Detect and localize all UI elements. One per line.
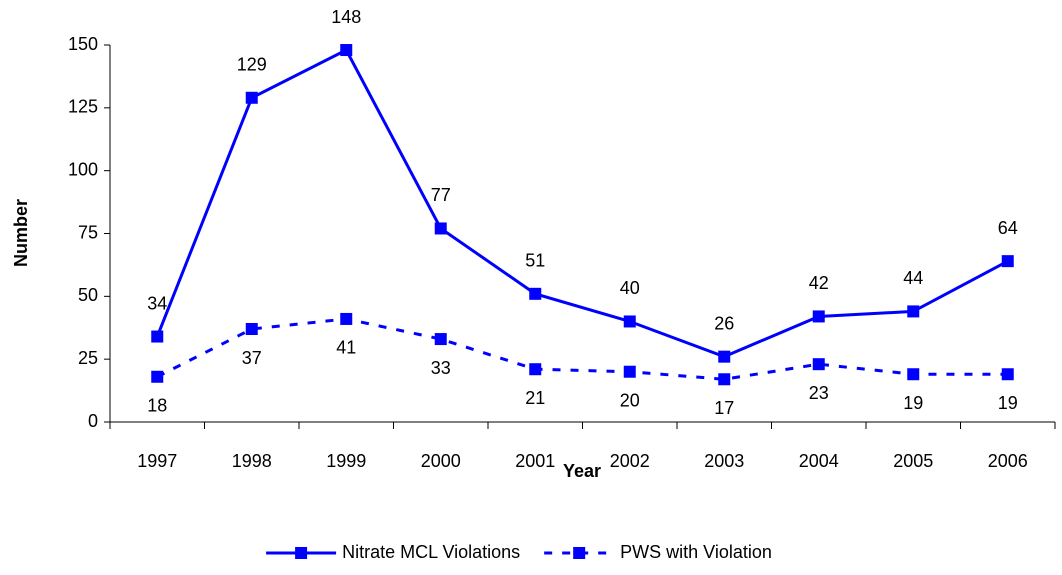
marker — [623, 365, 636, 378]
marker — [151, 330, 164, 343]
data-label: 23 — [809, 383, 829, 403]
data-label: 19 — [998, 393, 1018, 413]
data-label: 37 — [242, 348, 262, 368]
x-tick-label: 1997 — [137, 451, 177, 471]
marker — [529, 287, 542, 300]
legend-label: PWS with Violation — [620, 542, 772, 562]
marker — [907, 368, 920, 381]
series-line — [156, 317, 1008, 381]
x-tick-label: 2002 — [610, 451, 650, 471]
data-label: 20 — [620, 390, 640, 410]
data-label: 129 — [237, 55, 267, 75]
marker — [340, 44, 353, 57]
data-label: 41 — [336, 338, 356, 358]
marker — [718, 350, 731, 363]
legend-marker — [295, 547, 308, 559]
x-tick-label: 2001 — [515, 451, 555, 471]
marker — [151, 370, 164, 383]
data-label: 18 — [147, 396, 167, 416]
data-label: 42 — [809, 273, 829, 293]
data-label: 34 — [147, 293, 167, 313]
x-tick-label: 2003 — [704, 451, 744, 471]
data-label: 40 — [620, 278, 640, 298]
marker — [623, 315, 636, 328]
data-label: 33 — [431, 358, 451, 378]
y-axis-title: Number — [11, 199, 31, 267]
data-label: 64 — [998, 218, 1018, 238]
data-label: 21 — [525, 388, 545, 408]
legend-label: Nitrate MCL Violations — [342, 542, 520, 562]
data-label: 17 — [714, 398, 734, 418]
y-tick-label: 25 — [78, 348, 98, 368]
marker — [1001, 255, 1014, 268]
marker — [907, 305, 920, 318]
marker — [812, 358, 825, 371]
y-tick-label: 50 — [78, 285, 98, 305]
data-label: 26 — [714, 313, 734, 333]
data-label: 51 — [525, 251, 545, 271]
marker — [245, 323, 258, 336]
data-label: 44 — [903, 268, 923, 288]
marker — [340, 312, 353, 325]
marker — [245, 91, 258, 104]
series-line — [155, 48, 1009, 359]
x-tick-label: 2004 — [799, 451, 839, 471]
marker — [434, 333, 447, 346]
marker — [529, 363, 542, 376]
y-tick-label: 125 — [68, 97, 98, 117]
x-tick-label: 2005 — [893, 451, 933, 471]
x-tick-label: 2006 — [988, 451, 1028, 471]
x-tick-label: 1998 — [232, 451, 272, 471]
y-tick-label: 100 — [68, 159, 98, 179]
x-axis-title: Year — [563, 461, 601, 481]
y-tick-label: 150 — [68, 34, 98, 54]
legend-marker — [573, 547, 586, 559]
data-label: 19 — [903, 393, 923, 413]
y-tick-label: 0 — [88, 411, 98, 431]
marker — [812, 310, 825, 323]
y-tick-label: 75 — [78, 222, 98, 242]
x-tick-label: 2000 — [421, 451, 461, 471]
marker — [434, 222, 447, 235]
marker — [718, 373, 731, 386]
x-tick-label: 1999 — [326, 451, 366, 471]
data-label: 77 — [431, 185, 451, 205]
data-label: 148 — [331, 7, 361, 27]
marker — [1001, 368, 1014, 381]
